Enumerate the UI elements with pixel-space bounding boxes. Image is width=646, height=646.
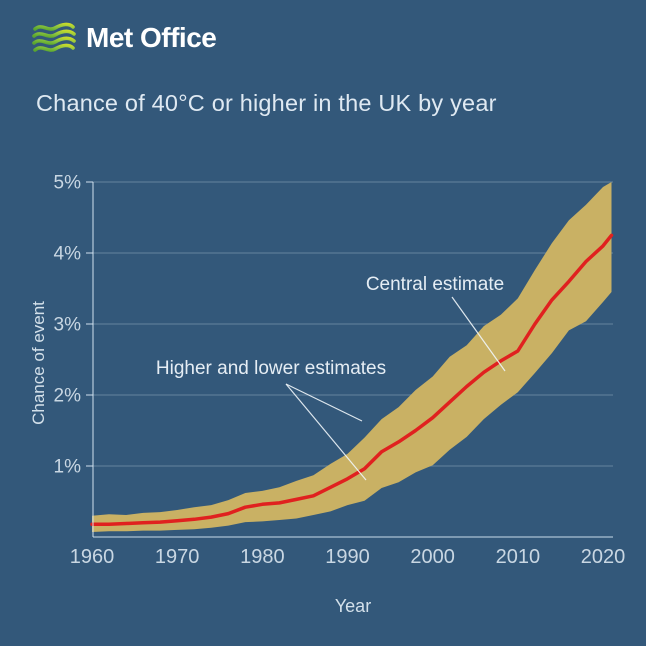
band-estimates-label: Higher and lower estimates — [156, 358, 386, 379]
y-tick-label-3%: 3% — [54, 315, 82, 336]
uncertainty-band — [92, 182, 612, 532]
met-office-logo: Met Office — [31, 21, 217, 55]
chart-title: Chance of 40°C or higher in the UK by ye… — [36, 90, 497, 116]
x-axis-title: Year — [334, 596, 372, 616]
met-office-waves-icon — [32, 22, 76, 52]
x-tick-label-1980: 1980 — [240, 546, 285, 568]
y-tick-label-5%: 5% — [54, 173, 82, 194]
x-tick-label-2010: 2010 — [496, 546, 541, 568]
central-estimate-line — [90, 233, 614, 526]
y-axis-title: Chance of event — [29, 301, 48, 425]
x-tick-label-1960: 1960 — [70, 546, 115, 568]
band-estimates-label-leader-0 — [285, 383, 363, 422]
y-tick-label-1%: 1% — [54, 457, 82, 478]
y-tick-label-4%: 4% — [54, 244, 82, 265]
x-tick-label-1990: 1990 — [325, 546, 370, 568]
x-tick-label-1970: 1970 — [155, 546, 200, 568]
central-estimate-label: Central estimate — [366, 274, 504, 295]
central-estimate-label-leader-0 — [451, 296, 506, 372]
brand-name: Met Office — [86, 22, 217, 53]
y-tick-label-2%: 2% — [54, 386, 82, 407]
x-tick-label-2000: 2000 — [410, 546, 455, 568]
x-tick-label-2020: 2020 — [581, 546, 626, 568]
band-estimates-label-leader-1 — [285, 383, 367, 481]
